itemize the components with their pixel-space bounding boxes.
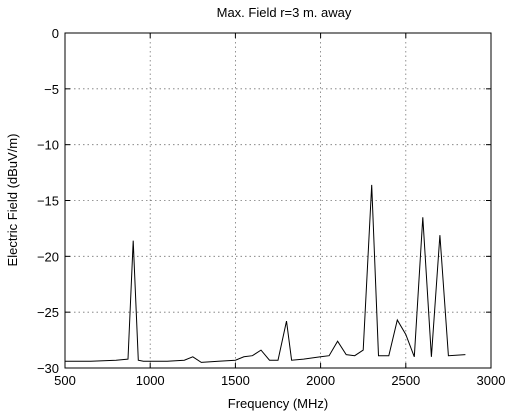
series-line [65, 184, 466, 363]
x-tick-label: 2000 [306, 373, 335, 388]
y-tick-label: −25 [37, 305, 59, 320]
y-tick-label: −30 [37, 361, 59, 376]
y-tick-label: −10 [37, 138, 59, 153]
y-tick-label: 0 [52, 26, 59, 41]
y-tick-label: −5 [44, 82, 59, 97]
x-tick-label: 1500 [221, 373, 250, 388]
y-tick-label: −20 [37, 249, 59, 264]
series-layer [65, 184, 466, 363]
x-tick-label: 2500 [391, 373, 420, 388]
grid-layer [65, 33, 491, 368]
x-tick-label: 1000 [136, 373, 165, 388]
x-tick-label: 3000 [477, 373, 506, 388]
chart-title: Max. Field r=3 m. away [217, 5, 352, 20]
y-tick-label: −15 [37, 194, 59, 209]
x-tick-label: 500 [54, 373, 76, 388]
ticks-layer: 500 1000 1500 2000 2500 3000 0 −5 −10 −15 −20 −25 −3… [37, 26, 506, 388]
y-axis-label: Electric Field (dBuV/m) [5, 134, 20, 267]
x-axis-label: Frequency (MHz) [228, 396, 328, 411]
